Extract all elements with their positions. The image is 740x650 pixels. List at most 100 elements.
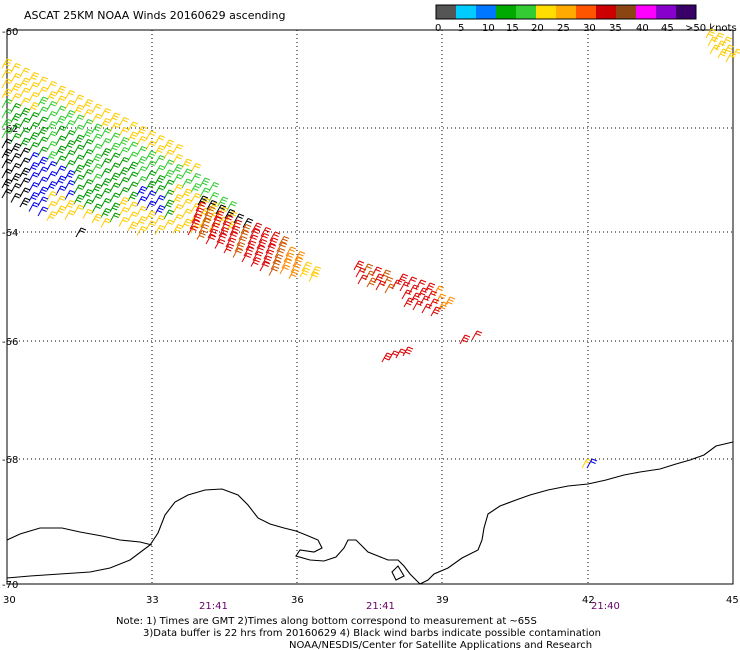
legend-label-20: 20 — [531, 23, 544, 34]
wind-barb — [1, 158, 13, 169]
wind-barb — [10, 163, 22, 173]
wind-barb — [82, 109, 94, 119]
lat-label: -60 — [2, 27, 18, 38]
wind-barb — [28, 142, 40, 152]
wind-barb — [55, 145, 67, 156]
legend-label-0: 0 — [435, 23, 441, 34]
wind-barb — [163, 169, 175, 180]
lat-label: -66 — [2, 337, 18, 348]
wind-barb — [251, 222, 263, 233]
wind-barb — [353, 260, 365, 271]
wind-barbs — [1, 28, 740, 469]
wind-barb — [357, 274, 369, 285]
wind-barb — [10, 63, 22, 73]
wind-barb — [118, 157, 130, 167]
wind-barb — [118, 167, 130, 177]
wind-barb — [100, 118, 112, 128]
wind-barb — [37, 176, 49, 187]
wind-barb — [388, 350, 400, 361]
wind-barb — [37, 196, 49, 207]
wind-barb — [118, 207, 130, 217]
wind-barb — [581, 458, 593, 469]
wind-barb — [19, 157, 31, 168]
wind-barb — [136, 216, 148, 226]
wind-barb — [163, 149, 175, 160]
wind-barb — [55, 95, 67, 106]
legend-label-45: 45 — [661, 23, 674, 34]
wind-barb — [127, 161, 139, 172]
wind-barb — [211, 216, 223, 227]
wind-barb — [366, 277, 378, 288]
wind-barb — [435, 293, 447, 304]
wind-barb — [28, 92, 40, 102]
wind-barb — [181, 168, 193, 179]
wind-barb — [163, 159, 175, 170]
wind-barb — [46, 101, 58, 111]
note-line-3: NOAA/NESDIS/Center for Satellite Applica… — [289, 640, 592, 650]
wind-barb — [292, 257, 304, 267]
wind-barb — [136, 126, 148, 136]
wind-barb — [136, 226, 148, 236]
wind-barb — [19, 167, 31, 178]
wind-barb — [118, 177, 130, 187]
wind-barb — [136, 156, 148, 166]
latitude-labels: -60 -62 -64 -66 -68 -70 — [2, 27, 18, 591]
wind-barb — [426, 290, 438, 301]
legend-swatch — [436, 5, 457, 19]
legend-swatch — [656, 5, 677, 19]
wind-barb — [91, 143, 103, 154]
wind-barb — [28, 182, 40, 192]
wind-barb — [64, 200, 76, 210]
wind-barb — [73, 134, 85, 145]
legend-swatch — [616, 5, 637, 19]
wind-barb — [384, 283, 396, 294]
wind-barb — [261, 255, 273, 266]
wind-barb — [10, 73, 22, 83]
wind-barb — [109, 212, 121, 223]
wind-barb — [100, 158, 112, 168]
wind-barb — [364, 270, 376, 281]
wind-barb — [100, 128, 112, 138]
wind-barb — [145, 130, 157, 141]
wind-barb — [91, 203, 103, 214]
legend-swatch — [456, 5, 477, 19]
wind-barb — [73, 144, 85, 155]
wind-barb — [1, 78, 13, 89]
legend-swatch — [576, 5, 597, 19]
wind-barb — [28, 152, 40, 162]
wind-barb — [154, 135, 166, 145]
wind-barb — [91, 173, 103, 184]
wind-barb — [64, 180, 76, 190]
wind-barb — [408, 284, 420, 295]
wind-barb — [272, 254, 284, 264]
lon-label: 39 — [436, 595, 449, 606]
wind-barb — [198, 224, 210, 234]
wind-barb — [1, 58, 13, 69]
wind-barb — [136, 186, 148, 196]
wind-barb — [163, 179, 175, 190]
wind-barb — [421, 303, 433, 314]
wind-barb — [154, 205, 166, 215]
wind-barb — [127, 211, 139, 222]
wind-barb — [19, 107, 31, 118]
wind-barb — [209, 222, 221, 233]
wind-barb — [10, 93, 22, 103]
wind-barb — [181, 208, 193, 219]
wind-barb — [163, 139, 175, 150]
wind-barb — [82, 129, 94, 139]
wind-barb — [145, 200, 157, 211]
wind-barb — [163, 199, 175, 210]
wind-barb — [73, 104, 85, 115]
wind-barb — [118, 197, 130, 207]
wind-barb — [127, 141, 139, 152]
wind-barb — [417, 287, 429, 298]
color-legend: 0 5 10 15 20 25 30 35 40 45 >50 knots — [435, 4, 737, 34]
wind-barb — [250, 257, 262, 267]
wind-barb — [709, 44, 721, 55]
coastline-inlet — [391, 565, 405, 581]
wind-barb — [362, 263, 374, 274]
wind-barb — [163, 219, 175, 230]
legend-swatch — [476, 5, 497, 19]
wind-barb — [240, 224, 252, 234]
wind-barb — [265, 243, 277, 254]
